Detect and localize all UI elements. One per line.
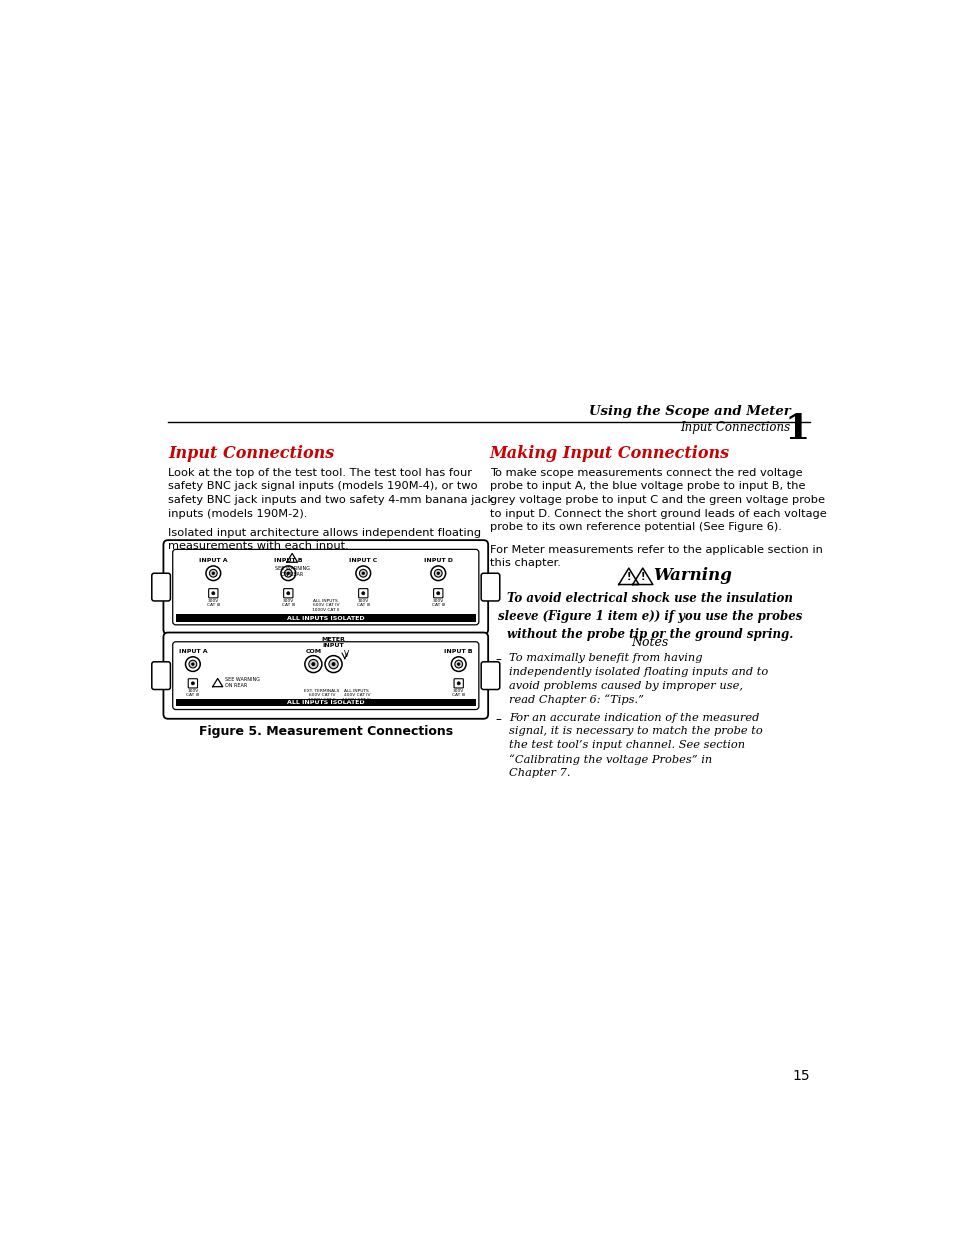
Circle shape [361, 572, 364, 574]
FancyBboxPatch shape [480, 573, 499, 601]
FancyBboxPatch shape [283, 589, 293, 598]
Circle shape [189, 661, 196, 668]
Text: INPUT A: INPUT A [178, 650, 207, 655]
Circle shape [325, 656, 342, 673]
Text: 300V
CAT III: 300V CAT III [452, 689, 465, 698]
Circle shape [455, 661, 462, 668]
Text: Using the Scope and Meter: Using the Scope and Meter [588, 405, 790, 417]
FancyBboxPatch shape [209, 589, 217, 598]
FancyBboxPatch shape [152, 662, 171, 689]
FancyBboxPatch shape [188, 679, 197, 688]
Text: To maximally benefit from having
independently isolated floating inputs and to
a: To maximally benefit from having indepen… [509, 653, 767, 705]
Circle shape [287, 572, 289, 574]
FancyBboxPatch shape [163, 632, 488, 719]
Circle shape [329, 659, 337, 668]
Circle shape [287, 592, 290, 595]
FancyBboxPatch shape [454, 679, 463, 688]
Text: ALL INPUTS ISOLATED: ALL INPUTS ISOLATED [287, 700, 364, 705]
FancyBboxPatch shape [152, 573, 171, 601]
Text: Input Connections: Input Connections [168, 445, 334, 462]
Text: 15: 15 [791, 1070, 809, 1083]
Circle shape [434, 569, 441, 577]
Circle shape [212, 572, 214, 574]
Circle shape [206, 566, 220, 580]
Text: EXT. TERMINALS
600V CAT IV
1000V CAT II: EXT. TERMINALS 600V CAT IV 1000V CAT II [304, 689, 339, 701]
Text: SEE WARNING
ON REAR: SEE WARNING ON REAR [224, 677, 259, 688]
Circle shape [431, 566, 445, 580]
FancyBboxPatch shape [434, 589, 442, 598]
Text: Isolated input architecture allows independent floating
measurements with each i: Isolated input architecture allows indep… [168, 527, 480, 551]
Text: 300V
CAT III: 300V CAT III [431, 599, 444, 608]
Bar [175, 615, 476, 621]
Circle shape [436, 592, 439, 595]
Circle shape [185, 657, 200, 672]
Text: INPUT D: INPUT D [423, 558, 453, 563]
Circle shape [309, 659, 317, 668]
Circle shape [312, 662, 314, 666]
Text: Warning: Warning [652, 567, 731, 584]
Text: For Meter measurements refer to the applicable section in
this chapter.: For Meter measurements refer to the appl… [489, 545, 821, 568]
Text: 1: 1 [783, 411, 809, 446]
Circle shape [305, 656, 321, 673]
Text: !: ! [626, 572, 630, 582]
Circle shape [280, 566, 295, 580]
FancyBboxPatch shape [480, 662, 499, 689]
Text: INPUT B: INPUT B [444, 650, 473, 655]
FancyBboxPatch shape [163, 540, 488, 634]
FancyBboxPatch shape [172, 550, 478, 625]
Text: INPUT B: INPUT B [274, 558, 302, 563]
Circle shape [355, 566, 371, 580]
Text: INPUT C: INPUT C [349, 558, 377, 563]
Circle shape [212, 592, 214, 595]
Text: ALL INPUTS
400V CAT IV
1000V CAT III: ALL INPUTS 400V CAT IV 1000V CAT III [342, 689, 371, 701]
Text: Input Connections: Input Connections [679, 421, 790, 435]
FancyBboxPatch shape [172, 642, 478, 710]
Text: COM: COM [305, 650, 321, 655]
Text: 100V
CAT III: 100V CAT III [356, 599, 370, 608]
Text: 100V
CAT III: 100V CAT III [186, 689, 199, 698]
FancyBboxPatch shape [358, 589, 368, 598]
Text: Making Input Connections: Making Input Connections [489, 445, 729, 462]
Circle shape [284, 569, 292, 577]
Text: Figure 5. Measurement Connections: Figure 5. Measurement Connections [198, 725, 453, 739]
Text: ALL INPUTS
600V CAT IV
1000V CAT II: ALL INPUTS 600V CAT IV 1000V CAT II [312, 599, 339, 611]
Text: 300V
CAT III: 300V CAT III [281, 599, 294, 608]
Circle shape [210, 569, 217, 577]
Circle shape [451, 657, 466, 672]
Text: –: – [496, 713, 501, 726]
Text: Notes: Notes [631, 636, 668, 650]
Circle shape [456, 682, 459, 685]
Text: –: – [496, 653, 501, 667]
Bar [175, 699, 476, 706]
Text: INPUT A: INPUT A [199, 558, 228, 563]
Text: Look at the top of the test tool. The test tool has four
safety BNC jack signal : Look at the top of the test tool. The te… [168, 468, 494, 519]
Text: ALL INPUTS ISOLATED: ALL INPUTS ISOLATED [287, 615, 364, 621]
Text: For an accurate indication of the measured
signal, it is necessary to match the : For an accurate indication of the measur… [509, 713, 762, 778]
Text: V: V [344, 651, 349, 659]
Text: METER
INPUT: METER INPUT [321, 637, 345, 648]
Circle shape [192, 663, 193, 666]
Circle shape [436, 572, 439, 574]
Circle shape [361, 592, 364, 595]
Text: !: ! [639, 572, 644, 582]
Circle shape [192, 682, 194, 685]
Text: To make scope measurements connect the red voltage
probe to input A, the blue vo: To make scope measurements connect the r… [489, 468, 825, 532]
Text: SEE WARNING
ON REAR: SEE WARNING ON REAR [274, 567, 310, 577]
Text: 300V
CAT III: 300V CAT III [207, 599, 220, 608]
Circle shape [332, 662, 335, 666]
Text: To avoid electrical shock use the insulation
sleeve (Figure 1 item e)) if you us: To avoid electrical shock use the insula… [497, 593, 801, 641]
Circle shape [457, 663, 459, 666]
Circle shape [359, 569, 367, 577]
